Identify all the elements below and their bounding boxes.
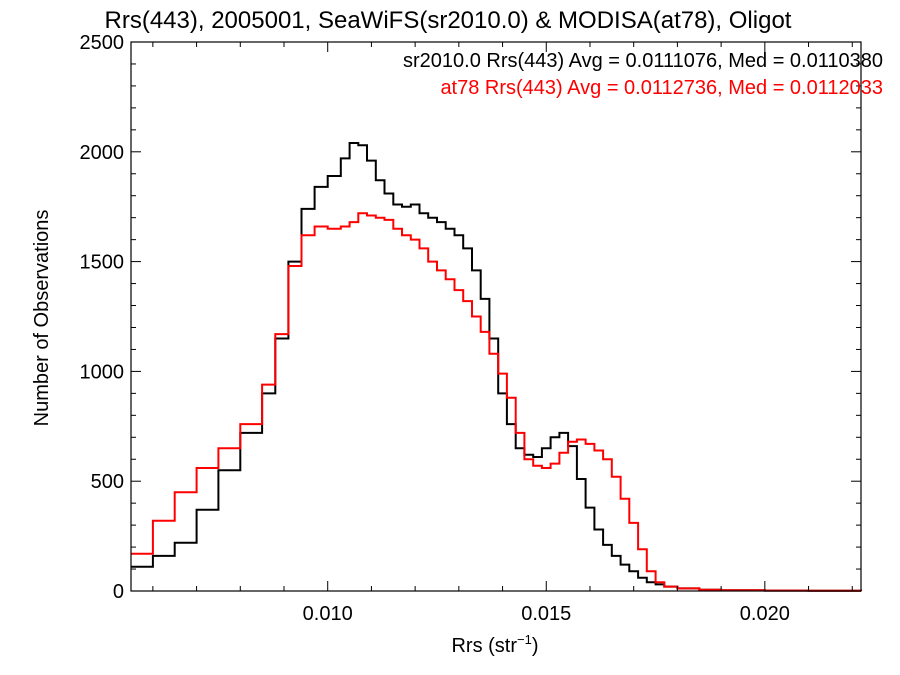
x-tick-label: 0.010 — [303, 603, 353, 625]
chart-title: Rrs(443), 2005001, SeaWiFS(sr2010.0) & M… — [105, 7, 792, 34]
y-tick-label: 0 — [113, 581, 124, 603]
legend-entry-1: sr2010.0 Rrs(443) Avg = 0.0111076, Med =… — [403, 50, 883, 72]
legend: sr2010.0 Rrs(443) Avg = 0.0111076, Med =… — [403, 50, 883, 99]
plot-frame — [130, 41, 862, 592]
y-tick-label: 1500 — [80, 252, 125, 274]
y-tick-label: 2500 — [80, 32, 125, 54]
series-line-1 — [131, 142, 862, 592]
y-axis-label: Number of Observations — [31, 210, 53, 427]
x-tick-label: 0.020 — [740, 603, 790, 625]
x-axis-label: Rrs (str−1) — [451, 632, 538, 657]
axis-ticks: 0.010 0.015 0.020 0 500 1000 1500 2000 2500 — [80, 32, 861, 625]
legend-entry-2: at78 Rrs(443) Avg = 0.0112736, Med = 0.0… — [440, 77, 883, 99]
series-line-2 — [131, 212, 862, 592]
x-tick-label: 0.015 — [521, 603, 571, 625]
y-tick-label: 2000 — [80, 142, 125, 164]
series-layer — [131, 142, 862, 592]
y-tick-label: 500 — [91, 471, 124, 493]
y-tick-label: 1000 — [80, 361, 125, 383]
